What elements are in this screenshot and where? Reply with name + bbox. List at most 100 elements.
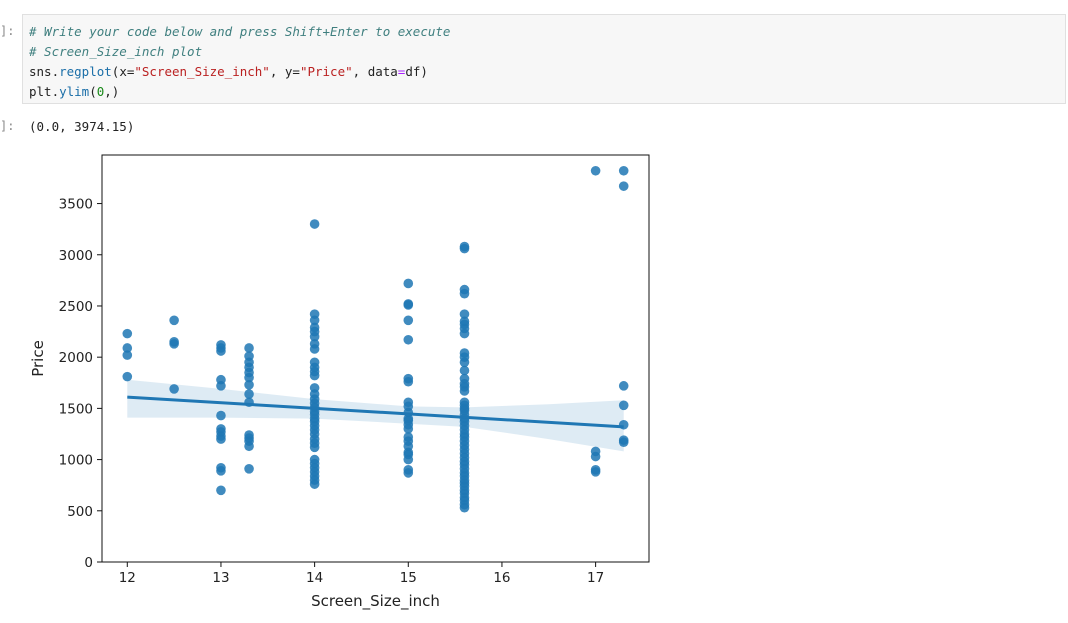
data-point xyxy=(618,419,629,430)
data-point xyxy=(403,419,414,430)
data-point xyxy=(244,436,254,446)
data-point xyxy=(459,413,470,424)
data-point xyxy=(459,420,470,431)
code-comment-line: # Screen_Size_inch plot xyxy=(29,44,203,59)
y-tick-label: 1500 xyxy=(59,401,93,417)
data-point xyxy=(403,441,414,452)
data-point xyxy=(403,432,414,442)
data-point xyxy=(244,464,254,474)
x-tick-label: 16 xyxy=(493,570,510,586)
data-point xyxy=(244,351,254,361)
data-point xyxy=(459,432,470,442)
data-point xyxy=(309,413,320,424)
data-point xyxy=(309,471,320,481)
y-tick-label: 1000 xyxy=(59,453,93,469)
data-point xyxy=(459,471,470,481)
regression-line xyxy=(127,395,624,429)
x-tick-label: 12 xyxy=(119,570,136,586)
data-point xyxy=(459,499,470,510)
data-point xyxy=(216,485,226,496)
data-point xyxy=(309,454,320,465)
data-point xyxy=(403,413,414,424)
data-point xyxy=(244,441,254,452)
data-point xyxy=(122,350,133,360)
data-point xyxy=(459,357,470,368)
code-token: (x= xyxy=(111,64,135,79)
axes-layer: 12 13 14 15 16 17 0 500 1000 1500 2000 2500 3000 3500 xyxy=(59,154,650,586)
code-editor[interactable]: # Write your code below and press Shift+… xyxy=(29,22,450,102)
data-point xyxy=(309,409,320,420)
y-tick-label: 2500 xyxy=(59,299,93,315)
data-point xyxy=(244,367,254,378)
data-point xyxy=(216,431,226,441)
data-point xyxy=(122,371,133,382)
data-point xyxy=(169,337,179,347)
data-point xyxy=(459,400,470,411)
data-point xyxy=(309,442,320,453)
data-point xyxy=(459,379,470,389)
data-point xyxy=(459,386,470,396)
data-point xyxy=(618,435,629,445)
data-point xyxy=(309,398,320,409)
data-point xyxy=(403,447,414,458)
data-point xyxy=(216,346,226,356)
data-point xyxy=(309,425,320,435)
code-token: ( xyxy=(89,84,97,99)
code-comment-line: # Write your code below and press Shift+… xyxy=(29,24,451,39)
data-point xyxy=(216,381,226,391)
data-point xyxy=(459,243,470,254)
data-point xyxy=(403,468,414,478)
data-point xyxy=(169,339,179,349)
data-point xyxy=(403,424,414,434)
data-point xyxy=(403,334,414,345)
data-point xyxy=(309,429,320,439)
regression-line-layer xyxy=(127,395,624,429)
data-point xyxy=(216,340,226,350)
data-point xyxy=(459,382,470,392)
y-tick-label: 0 xyxy=(84,555,93,571)
data-point xyxy=(309,315,320,326)
data-point xyxy=(459,365,470,376)
data-point xyxy=(244,343,254,353)
data-point xyxy=(459,456,470,467)
data-point xyxy=(459,478,470,488)
input-prompt: ]: xyxy=(0,24,15,38)
data-point xyxy=(459,429,470,439)
data-point xyxy=(216,434,226,444)
data-point xyxy=(618,181,629,191)
data-point xyxy=(459,502,470,513)
data-point xyxy=(309,475,320,485)
data-point xyxy=(459,488,470,499)
code-token: df) xyxy=(405,64,428,79)
data-point xyxy=(309,326,320,337)
data-point xyxy=(590,465,601,475)
data-point xyxy=(309,406,320,417)
data-point xyxy=(459,452,470,463)
code-input-cell[interactable]: # Write your code below and press Shift+… xyxy=(22,14,1066,104)
data-point xyxy=(403,299,414,309)
data-point xyxy=(309,416,320,427)
data-point xyxy=(403,454,414,465)
data-point xyxy=(618,400,629,411)
data-point xyxy=(216,466,226,476)
data-point xyxy=(216,374,226,385)
data-point xyxy=(403,397,414,408)
data-point xyxy=(403,449,414,460)
data-point xyxy=(309,383,320,393)
data-point xyxy=(459,485,470,496)
y-tick-label: 3500 xyxy=(59,197,93,213)
data-point xyxy=(403,315,414,326)
data-point xyxy=(459,241,470,252)
code-function: regplot xyxy=(59,64,112,79)
data-point xyxy=(309,458,320,469)
data-point xyxy=(244,397,254,408)
data-point xyxy=(459,440,470,451)
output-prompt: ]: xyxy=(0,119,15,133)
data-point xyxy=(618,437,629,447)
data-point xyxy=(403,376,414,387)
code-token: plt xyxy=(29,84,52,99)
data-point xyxy=(459,475,470,485)
data-point xyxy=(309,467,320,477)
code-token: . xyxy=(51,84,60,99)
data-point xyxy=(216,424,226,434)
